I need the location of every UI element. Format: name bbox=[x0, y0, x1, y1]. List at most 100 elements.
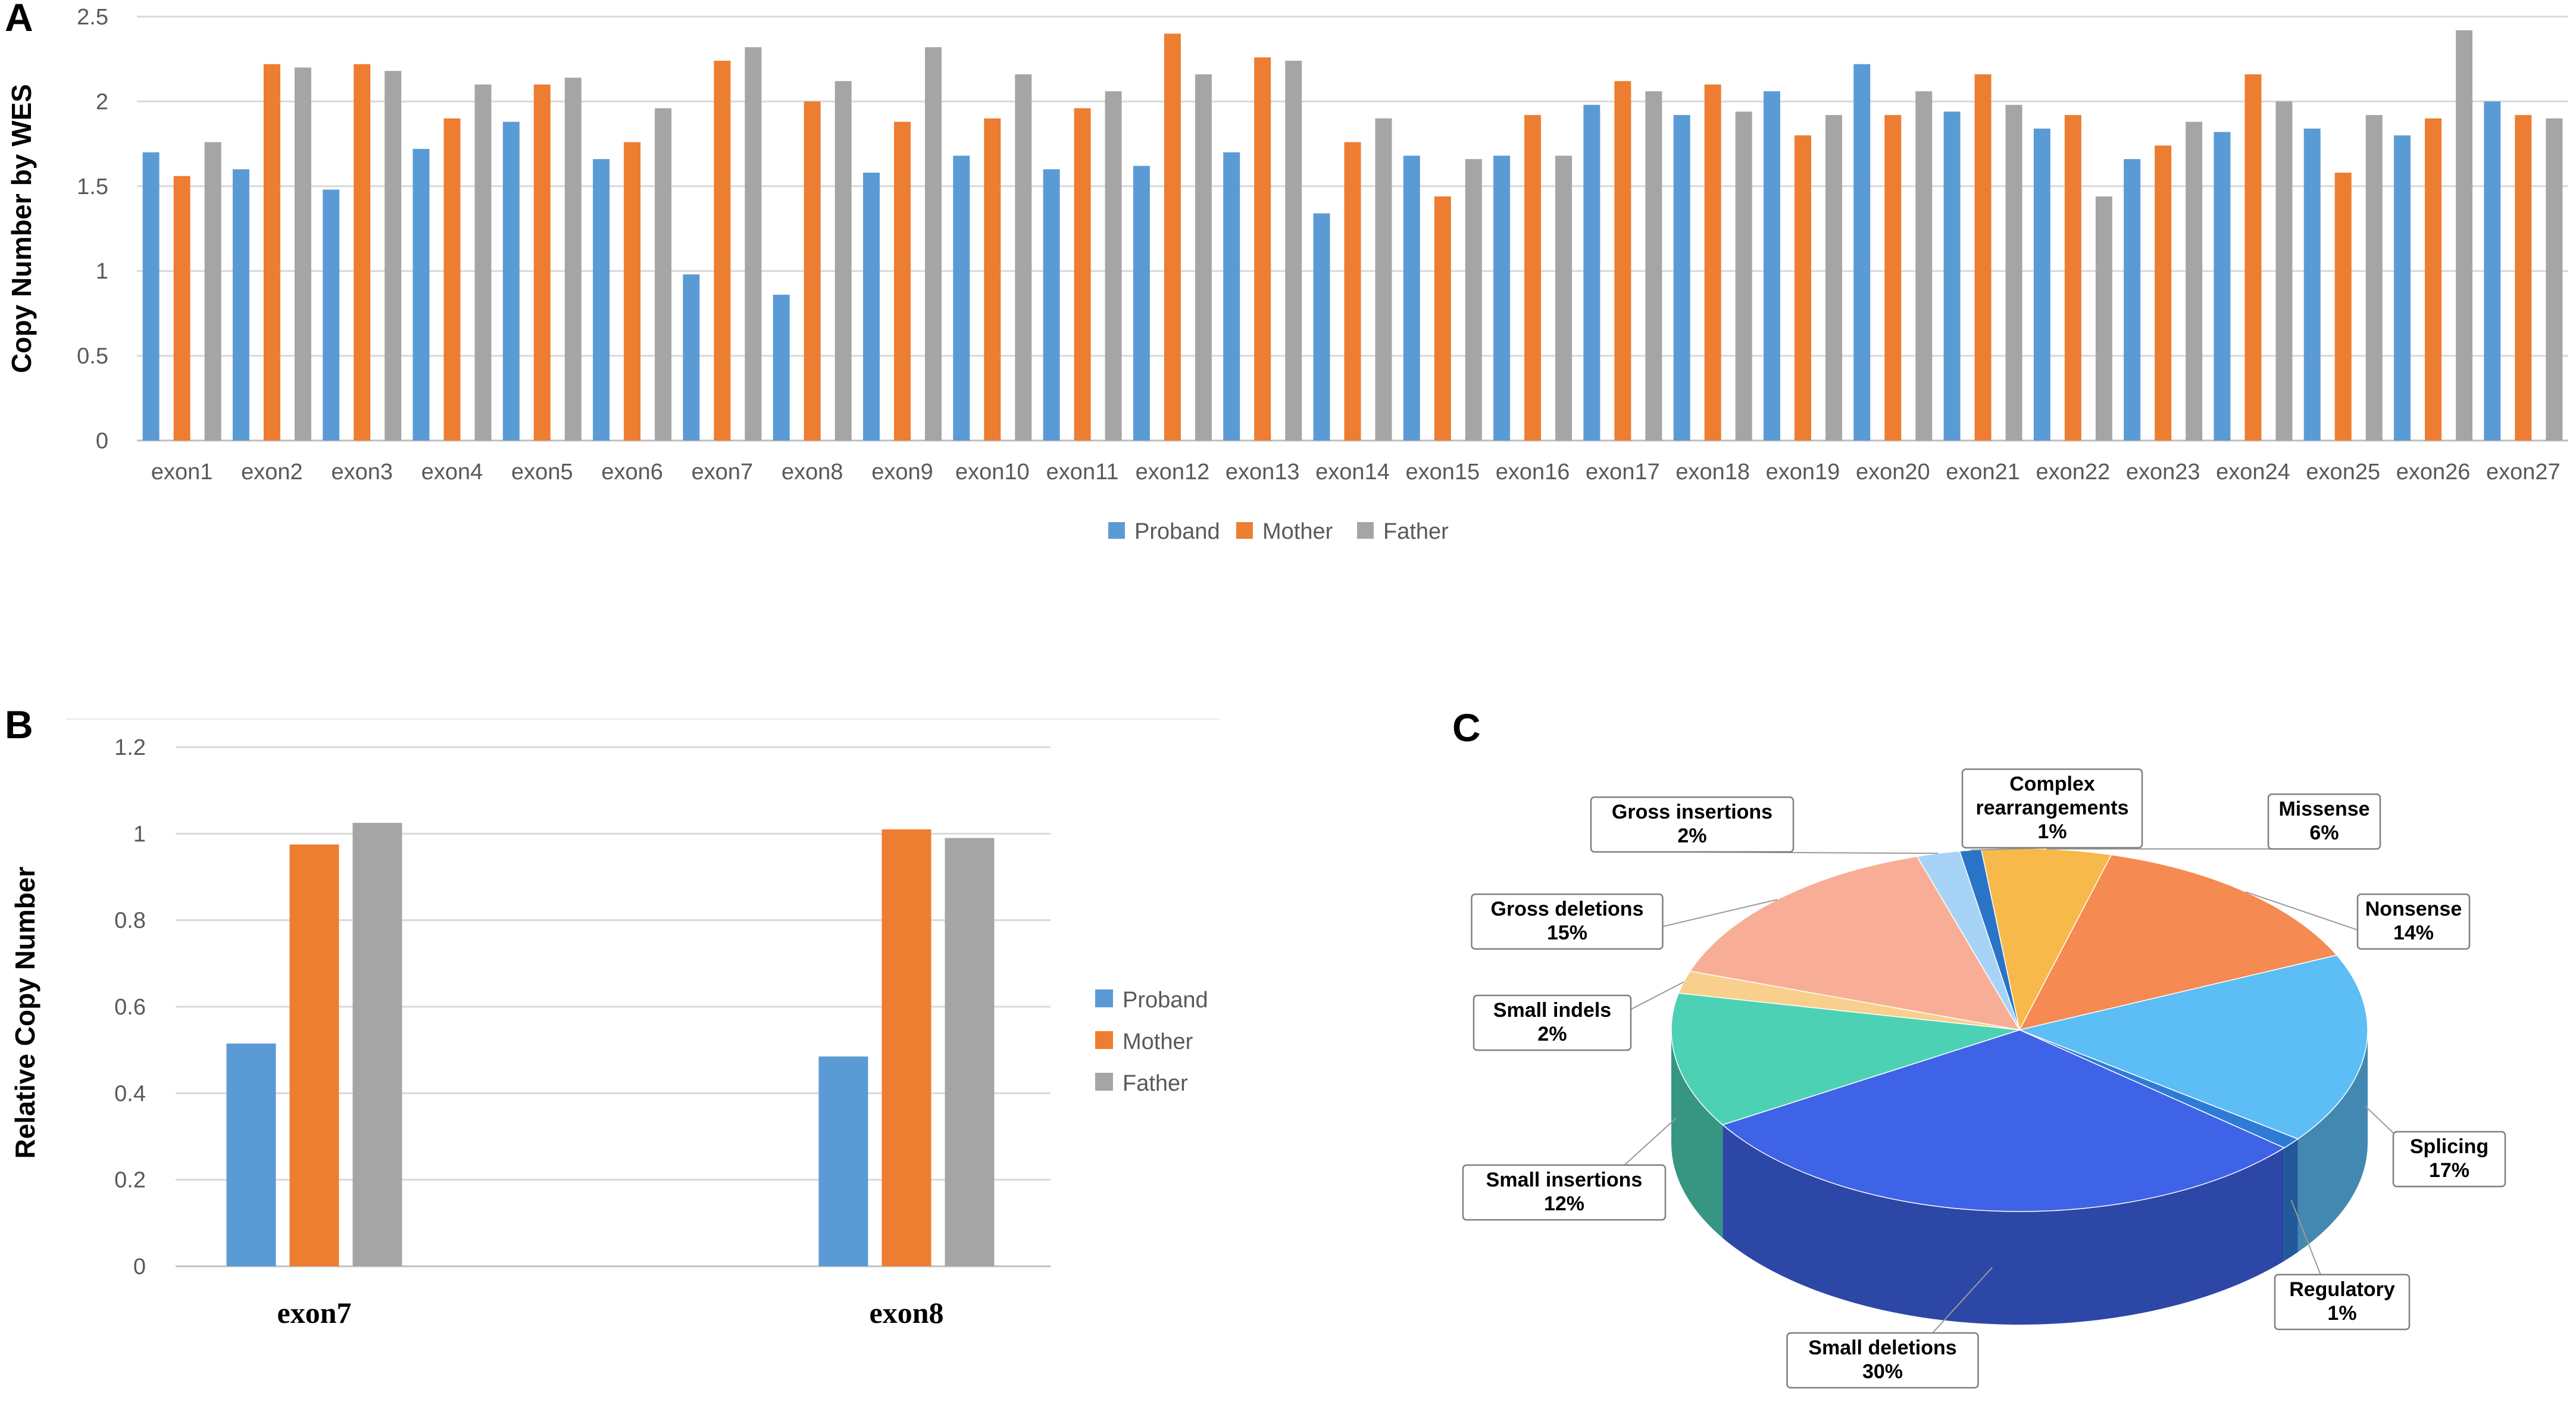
bar-father-exon15 bbox=[1465, 159, 1482, 441]
slice-percent-label: 2% bbox=[1677, 825, 1706, 847]
bar-mother-exon10 bbox=[984, 118, 1001, 441]
bar-mother-exon3 bbox=[354, 64, 371, 441]
legend-swatch-father bbox=[1357, 522, 1374, 539]
bar-mother-exon7 bbox=[289, 844, 339, 1266]
callout-box bbox=[1471, 893, 1664, 950]
legend-label: Proband bbox=[1123, 988, 1208, 1013]
x-tick-label: exon17 bbox=[1586, 460, 1660, 485]
pie-slice-small-deletions bbox=[1721, 1029, 2286, 1212]
bar-proband-exon3 bbox=[323, 189, 340, 441]
x-tick-label: exon25 bbox=[2306, 460, 2380, 485]
bar-father-exon3 bbox=[384, 71, 402, 441]
x-tick-label: exon5 bbox=[511, 460, 573, 485]
x-tick-label: exon9 bbox=[871, 460, 933, 485]
panel-label-c: C bbox=[1452, 705, 1481, 750]
bar-proband-exon4 bbox=[412, 149, 430, 441]
x-tick-label: exon27 bbox=[2486, 460, 2561, 485]
bar-proband-exon25 bbox=[2303, 128, 2321, 441]
x-tick-label: exon11 bbox=[1046, 460, 1119, 485]
legend-label: Father bbox=[1123, 1071, 1188, 1096]
bar-father-exon10 bbox=[1015, 74, 1032, 441]
bar-mother-exon14 bbox=[1344, 142, 1361, 441]
y-tick-label: 0.4 bbox=[114, 1081, 146, 1106]
bar-proband-exon10 bbox=[953, 155, 970, 441]
y-tick-label: 0 bbox=[133, 1254, 146, 1279]
slice-name-label: Gross insertions bbox=[1612, 801, 1772, 823]
slice-name-label: rearrangements bbox=[1975, 797, 2128, 819]
x-tick-label: exon23 bbox=[2126, 460, 2200, 485]
slice-name-label: Complex bbox=[2009, 773, 2095, 795]
slice-percent-label: 17% bbox=[2429, 1159, 2469, 1182]
slice-name-label: Splicing bbox=[2410, 1135, 2489, 1158]
slice-name-label: Small deletions bbox=[1808, 1337, 1956, 1359]
slice-name-label: Small indels bbox=[1493, 999, 1611, 1022]
panel-label-b: B bbox=[5, 702, 33, 747]
bar-proband-exon20 bbox=[1853, 64, 1871, 441]
bar-father-exon19 bbox=[1825, 115, 1842, 441]
x-tick-label: exon16 bbox=[1496, 460, 1570, 485]
legend-label: Proband bbox=[1134, 519, 1220, 544]
y-tick-label: 0.2 bbox=[114, 1168, 146, 1193]
x-tick-label: exon7 bbox=[277, 1296, 352, 1329]
bar-proband-exon12 bbox=[1133, 166, 1150, 441]
panel-label-a: A bbox=[5, 0, 33, 39]
bar-proband-exon14 bbox=[1313, 213, 1330, 441]
bar-father-exon24 bbox=[2275, 101, 2293, 441]
bar-father-exon8 bbox=[945, 838, 995, 1266]
bar-mother-exon21 bbox=[1974, 74, 1992, 441]
callout-box bbox=[1786, 1332, 1979, 1389]
x-tick-label: exon18 bbox=[1675, 460, 1750, 485]
bar-mother-exon16 bbox=[1524, 115, 1542, 441]
x-tick-label: exon12 bbox=[1136, 460, 1210, 485]
bar-mother-exon7 bbox=[714, 61, 731, 441]
pie-side-small-insertions bbox=[1671, 1030, 1723, 1238]
chart-a-copy-number-by-wes: 0 0.5 1 1.5 2 2.5 Copy Number by WES exon1 exon2… bbox=[6, 5, 2568, 544]
x-tick-label: exon26 bbox=[2396, 460, 2471, 485]
slice-name-label: Nonsense bbox=[2365, 898, 2462, 920]
y-axis-title: Copy Number by WES bbox=[6, 84, 37, 373]
x-tick-label: exon13 bbox=[1226, 460, 1300, 485]
bar-mother-exon1 bbox=[173, 176, 190, 441]
callout-box bbox=[2267, 793, 2381, 850]
bar-father-exon1 bbox=[204, 142, 221, 441]
bar-mother-exon26 bbox=[2425, 118, 2442, 441]
chart-b-relative-copy-number: 0 0.2 0.4 0.6 0.8 1 1.2 Relative Copy Number exo… bbox=[10, 718, 1220, 1329]
pie-side-regulatory bbox=[2284, 1139, 2298, 1262]
x-tick-label: exon22 bbox=[2036, 460, 2111, 485]
bar-father-exon11 bbox=[1105, 91, 1122, 441]
bar-father-exon4 bbox=[474, 84, 492, 441]
callout-box bbox=[1473, 994, 1632, 1051]
bar-mother-exon22 bbox=[2064, 115, 2081, 441]
x-tick-label: exon10 bbox=[955, 460, 1030, 485]
y-tick-label: 1.5 bbox=[77, 174, 108, 199]
y-tick-label: 0.8 bbox=[114, 908, 146, 933]
slice-percent-label: 14% bbox=[2393, 922, 2434, 944]
bar-mother-exon4 bbox=[443, 118, 461, 441]
legend-swatch-proband bbox=[1095, 989, 1113, 1007]
bar-proband-exon9 bbox=[863, 173, 880, 441]
slice-name-label: Missense bbox=[2278, 798, 2369, 820]
bar-proband-exon8 bbox=[773, 295, 790, 441]
bar-father-exon13 bbox=[1285, 61, 1302, 441]
slice-percent-label: 30% bbox=[1862, 1360, 1903, 1383]
bar-proband-exon7 bbox=[226, 1043, 276, 1266]
y-axis-title: Relative Copy Number bbox=[10, 867, 40, 1159]
bar-mother-exon13 bbox=[1254, 57, 1271, 441]
bar-father-exon26 bbox=[2456, 30, 2473, 441]
bar-proband-exon19 bbox=[1763, 91, 1780, 441]
legend-label: Mother bbox=[1123, 1029, 1193, 1054]
bar-mother-exon19 bbox=[1794, 135, 1811, 441]
bar-father-exon7 bbox=[745, 47, 762, 441]
bar-mother-exon9 bbox=[894, 121, 911, 441]
bar-mother-exon11 bbox=[1074, 108, 1091, 441]
bar-mother-exon8 bbox=[881, 829, 931, 1266]
slice-percent-label: 6% bbox=[2309, 822, 2339, 844]
bar-proband-exon22 bbox=[2033, 128, 2050, 441]
bar-father-exon14 bbox=[1375, 118, 1392, 441]
x-tick-label: exon6 bbox=[601, 460, 663, 485]
x-tick-label: exon1 bbox=[151, 460, 213, 485]
y-tick-label: 1.2 bbox=[114, 735, 146, 760]
legend-swatch-proband bbox=[1108, 522, 1125, 539]
bar-proband-exon24 bbox=[2214, 132, 2231, 441]
